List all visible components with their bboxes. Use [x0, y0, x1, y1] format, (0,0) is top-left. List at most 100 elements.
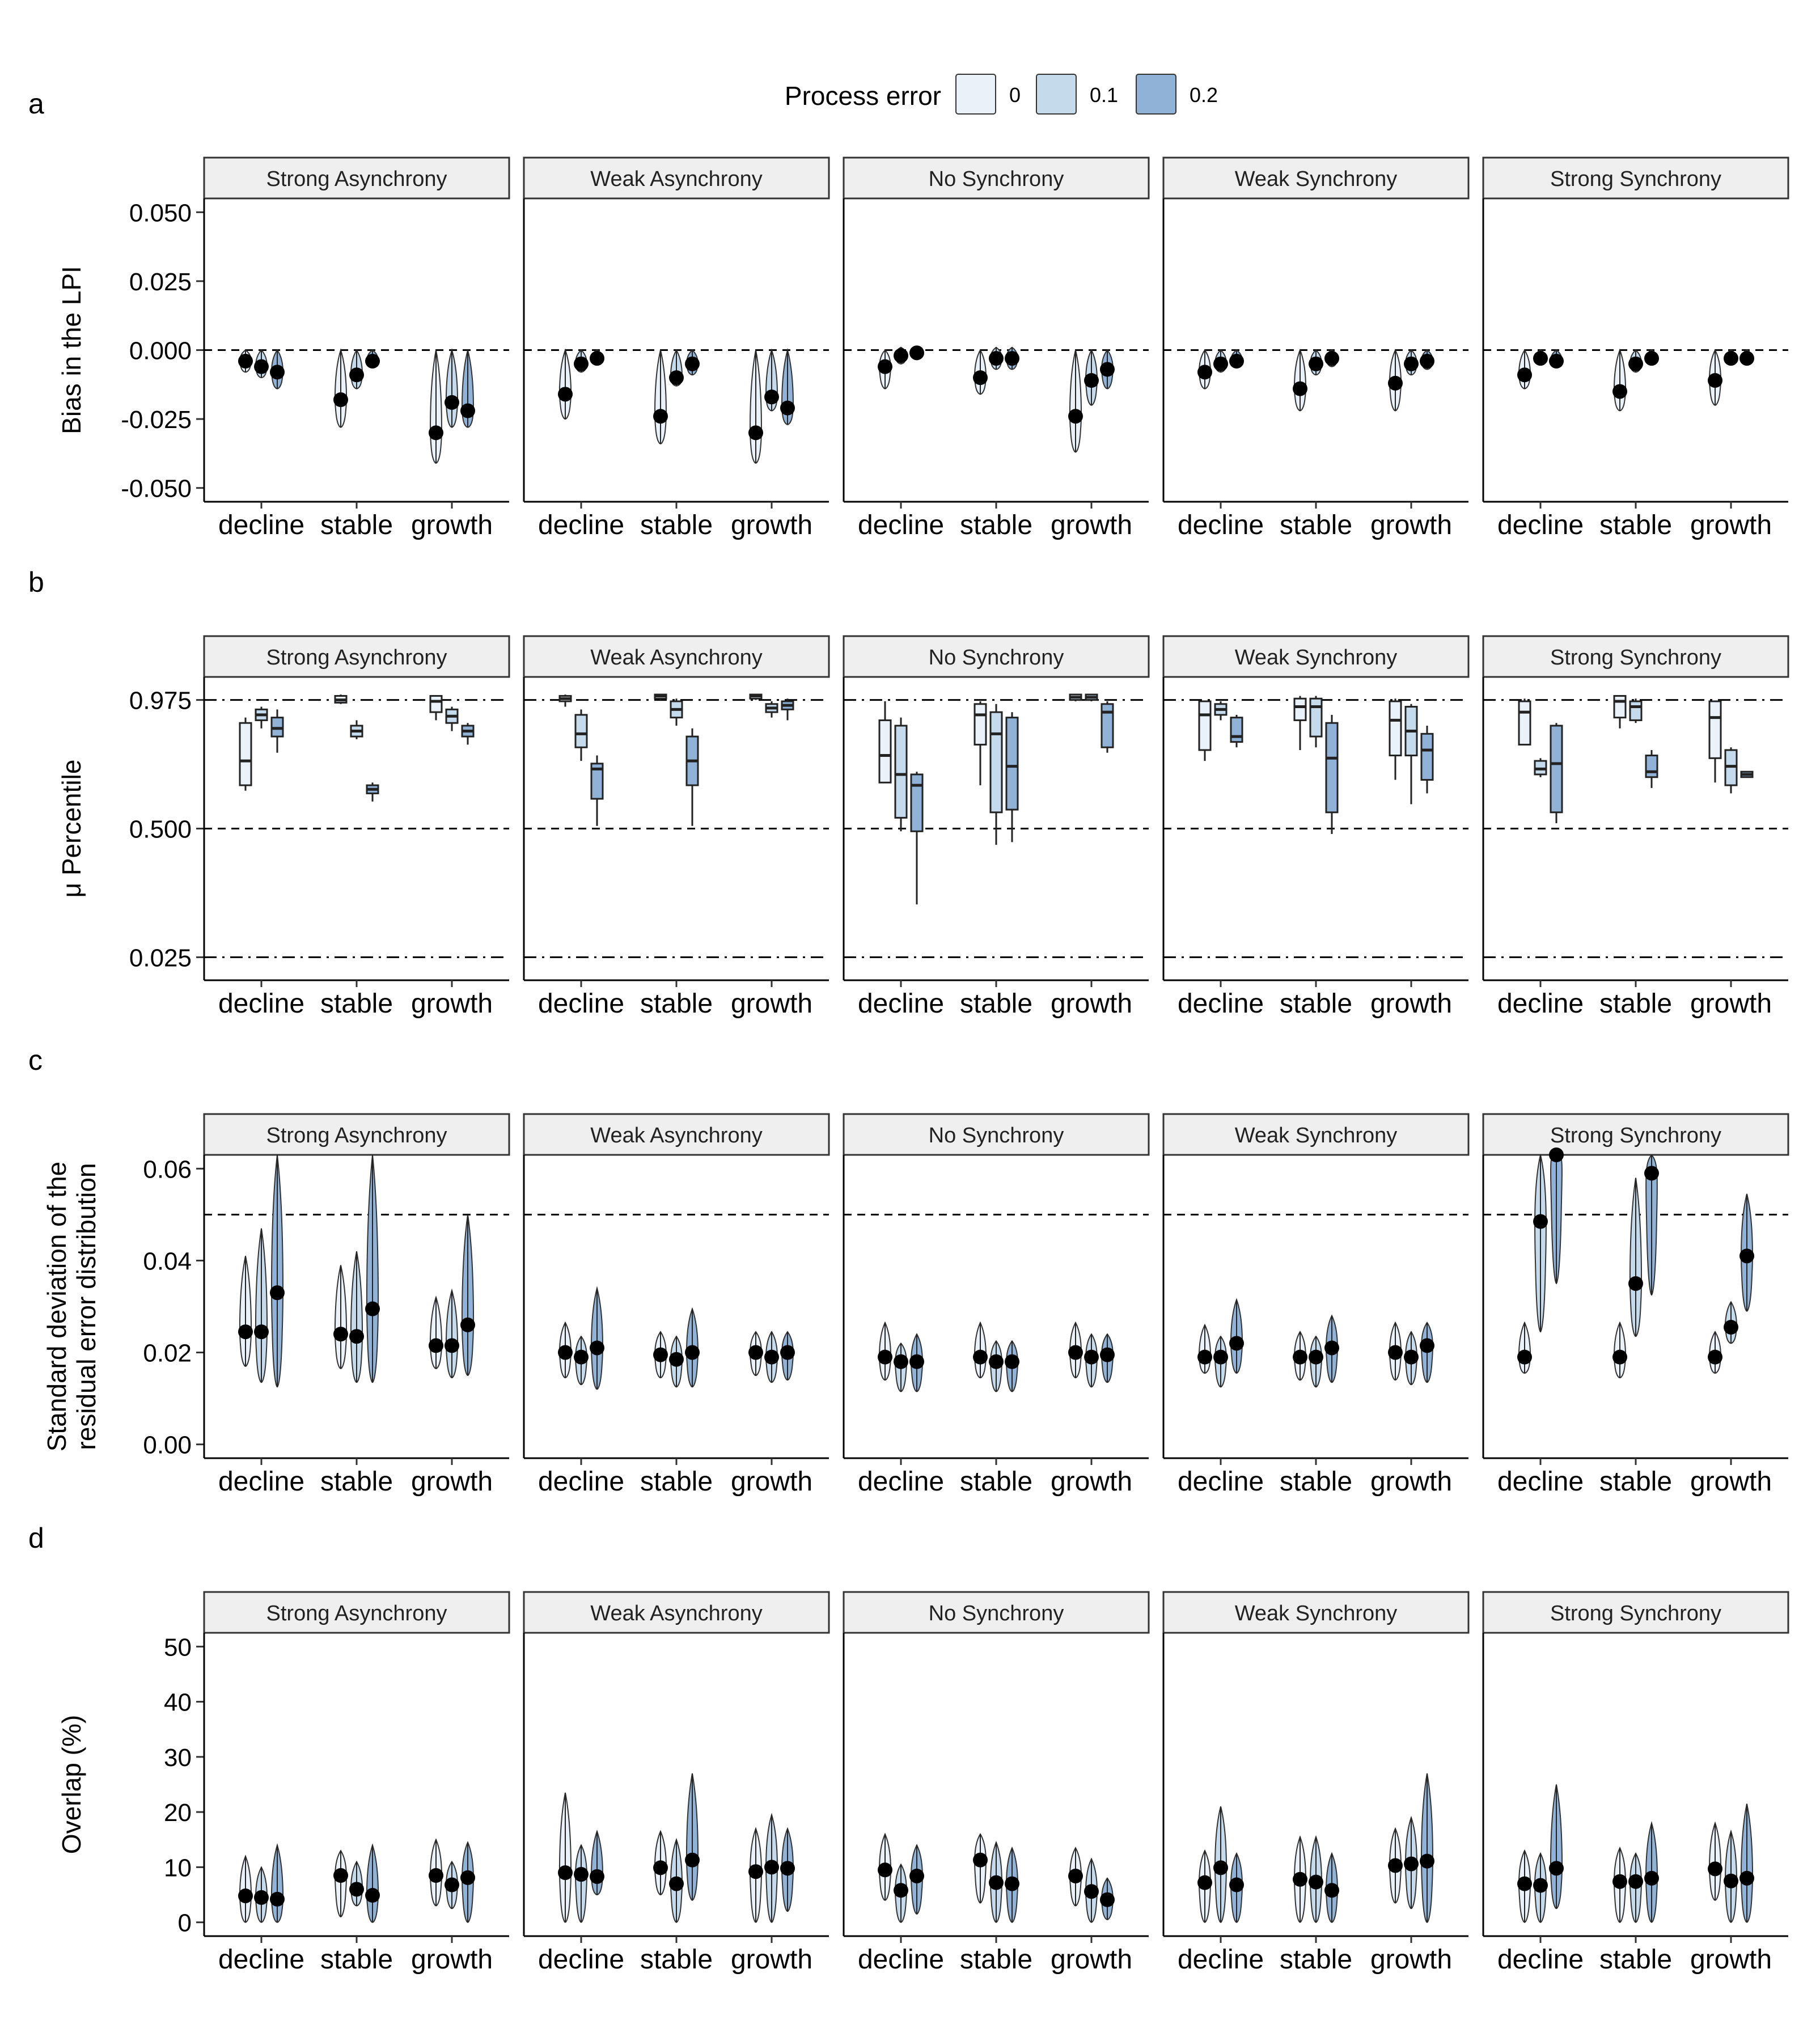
x-tick-label: stable — [1280, 1467, 1352, 1497]
y-tick-label: 0.06 — [143, 1155, 192, 1183]
facet-strip — [523, 156, 830, 200]
facet-strip — [203, 635, 510, 678]
facet-weak-synchrony: Weak Synchrony decline stable growth — [1162, 635, 1470, 1019]
x-tick-label: growth — [411, 510, 493, 540]
mean-point — [1293, 1871, 1307, 1887]
facet-strip-label: Weak Asynchrony — [590, 1124, 762, 1147]
mean-point — [1324, 1340, 1339, 1356]
y-axis-label: μ Percentile — [57, 760, 86, 898]
x-tick-label: decline — [538, 1467, 624, 1497]
mean-point — [238, 1324, 253, 1340]
mean-point — [878, 359, 892, 374]
mean-point — [989, 1875, 1004, 1890]
mean-point — [333, 392, 348, 408]
facet-strong-synchrony: Strong Synchrony decline stable growth — [1482, 1113, 1789, 1497]
mean-point — [1005, 1876, 1019, 1891]
box — [1005, 717, 1019, 811]
box — [910, 773, 924, 832]
box — [1629, 700, 1643, 721]
x-tick-label: decline — [858, 510, 944, 540]
mean-point — [669, 1352, 684, 1367]
panel-c: c Standard deviation of the residual error… — [28, 1044, 1789, 1497]
y-tick-label: 20 — [164, 1799, 192, 1827]
box — [574, 714, 588, 748]
mean-point — [1739, 351, 1754, 366]
y-tick-label: 0.025 — [129, 944, 192, 972]
mean-point — [590, 1340, 604, 1356]
legend-swatch-1 — [1036, 74, 1077, 115]
y-tick-label: 40 — [164, 1689, 192, 1717]
mean-point — [1309, 356, 1323, 371]
y-tick-label: 0 — [178, 1909, 192, 1937]
mean-point — [1005, 351, 1019, 366]
mean-point — [989, 1354, 1004, 1369]
facet-strip — [203, 1591, 510, 1634]
mean-point — [764, 1860, 779, 1875]
x-tick-label: stable — [640, 1467, 713, 1497]
mean-point — [333, 1327, 348, 1342]
mean-point — [460, 403, 475, 418]
facet-strip — [843, 635, 1150, 678]
mean-point — [894, 1883, 908, 1898]
box — [989, 711, 1003, 814]
mean-point — [1084, 1349, 1099, 1365]
mean-point — [973, 1852, 988, 1868]
y-tick-label: 30 — [164, 1744, 192, 1772]
x-tick-label: decline — [218, 1467, 304, 1497]
mean-point — [1404, 1856, 1419, 1871]
box — [1613, 695, 1627, 719]
mean-point — [1628, 1276, 1643, 1291]
facet-strip — [1162, 635, 1470, 678]
legend-label-1: 0.1 — [1090, 83, 1118, 107]
box — [878, 719, 892, 784]
mean-point — [685, 1345, 700, 1360]
x-tick-label: stable — [1280, 1945, 1352, 1975]
mean-point — [1404, 1349, 1419, 1365]
legend-label-2: 0.2 — [1190, 83, 1218, 107]
mean-point — [1005, 1354, 1019, 1369]
x-tick-label: growth — [411, 1467, 493, 1497]
x-tick-label: growth — [1051, 1945, 1132, 1975]
facet-strip — [843, 1591, 1150, 1634]
mean-point — [685, 1852, 700, 1868]
x-tick-label: growth — [411, 989, 493, 1019]
box — [974, 703, 987, 746]
x-tick-label: growth — [731, 1467, 812, 1497]
box — [1293, 697, 1307, 721]
x-tick-label: growth — [731, 1945, 812, 1975]
box — [1708, 700, 1722, 759]
x-tick-label: stable — [1280, 989, 1352, 1019]
x-tick-label: growth — [1690, 1467, 1772, 1497]
panel-d: d Overlap (%) 0 10 20 30 40 50 Strong Asynchrony… — [28, 1522, 1789, 1975]
x-tick-label: growth — [731, 989, 812, 1019]
mean-point — [445, 395, 459, 410]
mean-point — [909, 1868, 924, 1883]
x-tick-label: decline — [538, 989, 624, 1019]
mean-point — [460, 1870, 475, 1885]
y-axis-label: Standard deviation of the — [42, 1162, 71, 1451]
mean-point — [1724, 351, 1738, 366]
mean-point — [1229, 353, 1244, 369]
facet-strip-label: Weak Asynchrony — [590, 646, 762, 670]
facet-strip — [843, 156, 1150, 200]
panel-letter: d — [28, 1522, 44, 1554]
mean-point — [1324, 1883, 1339, 1898]
mean-point — [1213, 1860, 1228, 1875]
x-tick-label: stable — [1599, 1945, 1672, 1975]
x-tick-label: growth — [1690, 1945, 1772, 1975]
x-tick-label: decline — [1497, 510, 1584, 540]
mean-point — [1644, 351, 1659, 366]
mean-point — [349, 367, 364, 383]
mean-point — [1612, 384, 1627, 399]
facet-strip — [203, 156, 510, 200]
mean-point — [254, 1324, 269, 1340]
mean-point — [1628, 1874, 1643, 1889]
mean-point — [1197, 1875, 1212, 1890]
x-tick-label: growth — [1051, 510, 1132, 540]
mean-point — [1068, 1868, 1083, 1883]
x-tick-label: decline — [1497, 989, 1584, 1019]
x-tick-label: decline — [858, 989, 944, 1019]
mean-point — [1708, 1861, 1722, 1877]
mean-point — [669, 1876, 684, 1891]
